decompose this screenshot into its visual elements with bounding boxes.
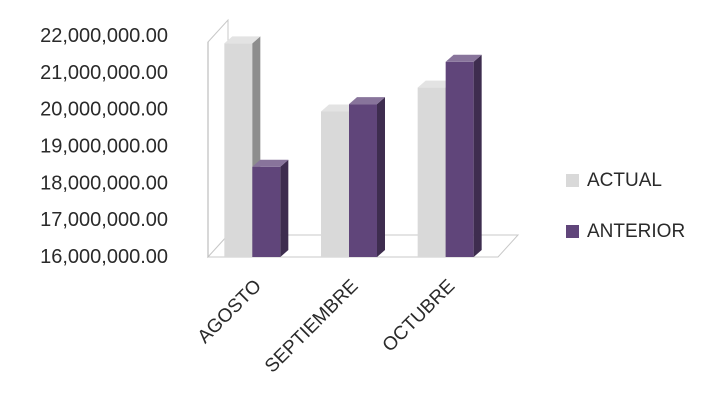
y-axis: 16,000,000.00 17,000,000.00 18,000,000.00 1… (40, 25, 168, 268)
bar-anterior-octubre (445, 54, 482, 258)
bar-top (321, 104, 357, 112)
bar-top (417, 80, 454, 88)
y-tick-label: 19,000,000.00 (40, 136, 168, 158)
bar-side (280, 159, 289, 257)
x-tick-label: AGOSTO (194, 276, 266, 348)
bar-top (252, 159, 289, 167)
bar-actual-agosto (224, 36, 261, 257)
bar-top (445, 54, 482, 62)
bar-front (321, 111, 349, 257)
legend: ACTUAL ANTERIOR (566, 170, 685, 242)
bar-side (473, 54, 482, 258)
bar-top (224, 36, 261, 44)
y-tick-label: 18,000,000.00 (40, 172, 168, 194)
y-tick-label: 17,000,000.00 (40, 209, 168, 231)
legend-label: ACTUAL (587, 170, 662, 191)
bar-top (349, 97, 385, 105)
x-tick-label: OCTUBRE (379, 276, 460, 357)
bar-front (445, 61, 474, 258)
legend-swatch (566, 174, 579, 187)
y-tick-label: 22,000,000.00 (40, 25, 168, 47)
x-tick-label: SEPTIEMBRE (261, 276, 362, 377)
y-tick-label: 20,000,000.00 (40, 99, 168, 121)
bars (224, 36, 482, 258)
bar-front (252, 166, 281, 257)
bar-front (224, 43, 253, 257)
y-tick-label: 16,000,000.00 (40, 246, 168, 268)
bar-side (377, 97, 385, 258)
bar-front (417, 87, 446, 257)
legend-swatch (566, 225, 579, 238)
bar-front (349, 104, 377, 258)
bar-anterior-agosto (252, 159, 289, 257)
legend-label: ANTERIOR (587, 221, 685, 242)
y-tick-label: 21,000,000.00 (40, 62, 168, 84)
bar-anterior-septiembre (349, 97, 385, 258)
